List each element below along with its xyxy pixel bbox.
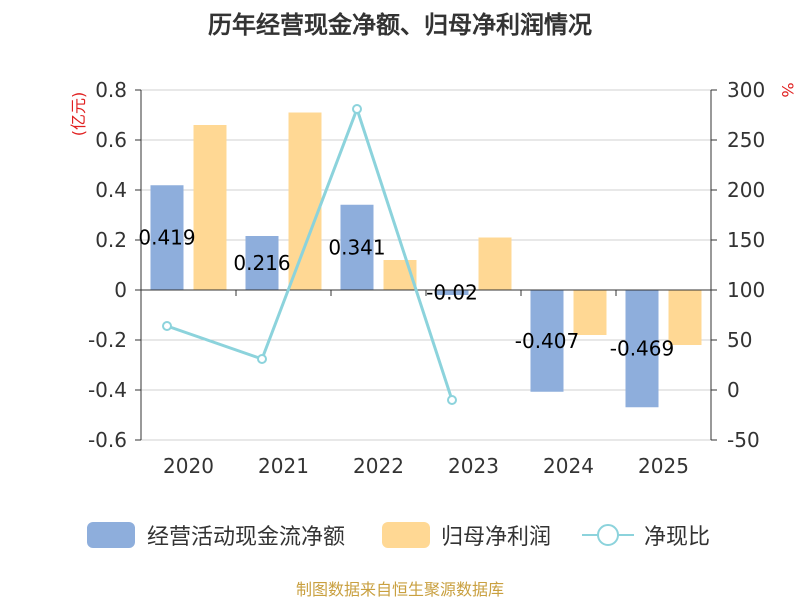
bar-cashflow[interactable] — [340, 204, 374, 290]
y-left-tick-label: 0.6 — [95, 128, 127, 152]
y-right-tick-label: -50 — [727, 428, 760, 452]
x-tick-label: 2023 — [448, 454, 499, 478]
bar-cashflow[interactable] — [245, 236, 279, 290]
ratio-point[interactable] — [352, 104, 362, 114]
data-label-cashflow: 0.419 — [138, 226, 195, 250]
data-label-cashflow: -0.02 — [426, 281, 478, 305]
y-right-tick-label: 250 — [727, 128, 765, 152]
source-note: 制图数据来自恒生聚源数据库 — [296, 580, 504, 599]
bar-cashflow[interactable] — [530, 290, 564, 392]
bar-netprofit[interactable] — [668, 290, 702, 345]
legend: 经营活动现金流净额 归母净利润 净现比 — [87, 522, 710, 550]
legend-label-netprofit: 归母净利润 — [441, 525, 551, 550]
data-label-cashflow: 0.341 — [328, 235, 385, 259]
legend-label-cashflow: 经营活动现金流净额 — [147, 525, 345, 550]
ratio-line-path — [166, 104, 454, 401]
y-right-tick-label: 100 — [727, 278, 765, 302]
x-tick-label: 2022 — [353, 454, 404, 478]
y-right-tick-label: 300 — [727, 78, 765, 102]
data-label-cashflow: -0.407 — [515, 329, 579, 353]
data-label-cashflow: 0.216 — [233, 251, 290, 275]
axes — [140, 90, 712, 440]
bars — [150, 112, 702, 408]
y-left-tick-label: -0.2 — [88, 328, 127, 352]
y-left-tick-label: 0 — [114, 278, 127, 302]
legend-swatch-netprofit[interactable] — [382, 522, 430, 548]
y-right-tick-label: 50 — [727, 328, 752, 352]
legend-label-ratio: 净现比 — [644, 525, 710, 550]
y-left-tick-label: -0.4 — [88, 378, 127, 402]
x-tick-label: 2020 — [163, 454, 214, 478]
x-tick-label: 2025 — [638, 454, 689, 478]
bar-netprofit[interactable] — [288, 112, 322, 291]
y-right-tick-label: 150 — [727, 228, 765, 252]
tick-labels: 0.8 0.6 0.4 0.2 0 -0.2 -0.4 -0.6 300 250 200 150 100… — [88, 78, 765, 478]
bar-cashflow[interactable] — [435, 290, 469, 295]
bar-cashflow[interactable] — [625, 290, 659, 408]
data-label-cashflow: -0.469 — [610, 337, 674, 361]
ratio-line — [162, 104, 457, 405]
y-right-tick-label: 200 — [727, 178, 765, 202]
data-labels: 0.419 0.216 0.341 -0.02 -0.407 -0.469 — [138, 226, 674, 361]
x-tick-label: 2021 — [258, 454, 309, 478]
bar-netprofit[interactable] — [193, 125, 227, 290]
legend-swatch-ratio-dot[interactable] — [597, 524, 619, 546]
ratio-point[interactable] — [162, 321, 172, 331]
legend-swatch-cashflow[interactable] — [87, 522, 135, 548]
x-tick-label: 2024 — [543, 454, 594, 478]
y-right-tick-label: 0 — [727, 378, 740, 402]
ratio-point[interactable] — [447, 395, 457, 405]
left-axis-unit: (亿元) — [69, 92, 88, 137]
y-left-tick-label: 0.4 — [95, 178, 127, 202]
ratio-point[interactable] — [257, 354, 267, 364]
bar-netprofit[interactable] — [573, 290, 607, 335]
y-left-tick-label: -0.6 — [88, 428, 127, 452]
bar-cashflow[interactable] — [150, 185, 184, 290]
right-axis-unit: % — [778, 82, 797, 97]
y-left-tick-label: 0.8 — [95, 78, 127, 102]
bar-netprofit[interactable] — [478, 237, 512, 291]
y-left-tick-label: 0.2 — [95, 228, 127, 252]
chart-title: 历年经营现金净额、归母净利润情况 — [208, 11, 592, 39]
